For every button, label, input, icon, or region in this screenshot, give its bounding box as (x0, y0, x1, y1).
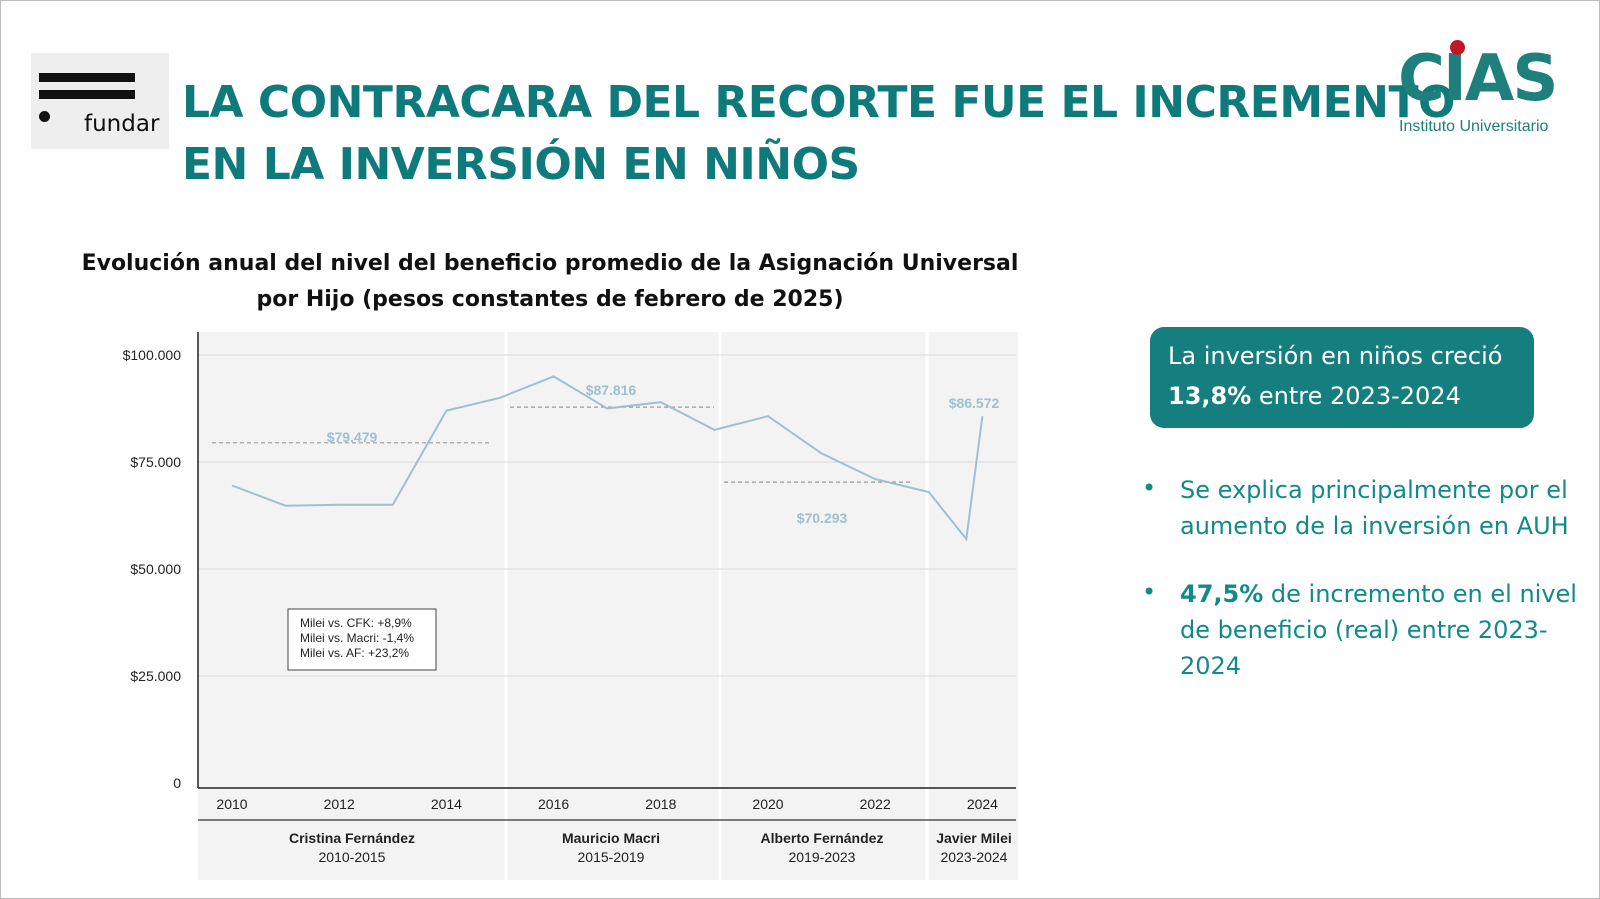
bullet-dot-icon: • (1142, 578, 1157, 606)
annotation-box (287, 608, 437, 671)
period-name: Javier Milei (936, 830, 1012, 846)
x-tick-label: 2018 (645, 796, 676, 812)
fundar-logo-text: fundar (84, 111, 160, 137)
y-tick-label: 0 (173, 775, 181, 791)
highlight-value: 13,8% (1168, 382, 1252, 410)
page-title: LA CONTRACARA DEL RECORTE FUE EL INCREME… (182, 72, 1455, 196)
fundar-logo: fundar (31, 53, 169, 149)
annotation-line: Milei vs. CFK: +8,9% (300, 616, 412, 630)
period-average-label: $87.816 (586, 382, 637, 398)
bullet-item: • Se explica principalmente por el aumen… (1140, 472, 1580, 544)
bullet-item: • 47,5% de incremento en el nivel de ben… (1140, 576, 1580, 684)
x-tick-label: 2022 (860, 796, 891, 812)
period-years: 2019-2023 (789, 849, 856, 865)
annotation-line: Milei vs. AF: +23,2% (300, 646, 409, 660)
y-tick-label: $75.000 (130, 454, 181, 470)
chart-title: Evolución anual del nivel del beneficio … (60, 246, 1040, 318)
bullet-dot-icon: • (1142, 474, 1157, 502)
x-tick-label: 2014 (431, 796, 462, 812)
bullet-value: 47,5% (1180, 580, 1264, 608)
chart-title-line2: por Hijo (pesos constantes de febrero de… (256, 287, 844, 312)
period-average-label: $70.293 (797, 510, 848, 526)
period-name: Alberto Fernández (761, 830, 884, 846)
period-name: Cristina Fernández (289, 830, 415, 846)
y-tick-label: $100.000 (123, 347, 182, 363)
period-name: Mauricio Macri (562, 830, 660, 846)
cias-logo: CIAS Instituto Universitario (1394, 38, 1574, 138)
x-tick-label: 2024 (967, 796, 998, 812)
x-tick-label: 2010 (216, 796, 247, 812)
x-tick-label: 2016 (538, 796, 569, 812)
series-line (231, 375, 984, 542)
period-years: 2023-2024 (941, 849, 1008, 865)
x-tick-label: 2012 (324, 796, 355, 812)
period-average-label: $86.572 (949, 395, 1000, 411)
x-tick-label: 2020 (752, 796, 783, 812)
cias-logo-subtitle: Instituto Universitario (1399, 118, 1549, 135)
cias-logo-text: CIAS (1398, 42, 1558, 116)
highlight-line1: La inversión en niños creció (1168, 342, 1503, 370)
period-years: 2010-2015 (319, 849, 386, 865)
highlight-box: La inversión en niños creció 13,8% entre… (1150, 327, 1534, 428)
bullet-text: Se explica principalmente por el aumento… (1180, 476, 1569, 540)
highlight-rest: entre 2023-2024 (1258, 382, 1461, 410)
plot-background (198, 332, 1018, 880)
bullet-list: • Se explica principalmente por el aumen… (1140, 472, 1580, 716)
period-average-label: $79.479 (327, 429, 378, 445)
highlight-line2: 13,8% entre 2023-2024 (1168, 377, 1461, 415)
page-title-line2: EN LA INVERSIÓN EN NIÑOS (182, 139, 860, 190)
annotation-line: Milei vs. Macri: -1,4% (300, 631, 414, 645)
y-tick-label: $25.000 (130, 668, 181, 684)
bullet-text: de incremento en el nivel de beneficio (… (1180, 580, 1577, 680)
period-years: 2015-2019 (578, 849, 645, 865)
page-title-line1: LA CONTRACARA DEL RECORTE FUE EL INCREME… (182, 77, 1455, 128)
y-tick-label: $50.000 (130, 561, 181, 577)
chart-title-line1: Evolución anual del nivel del beneficio … (81, 251, 1019, 276)
